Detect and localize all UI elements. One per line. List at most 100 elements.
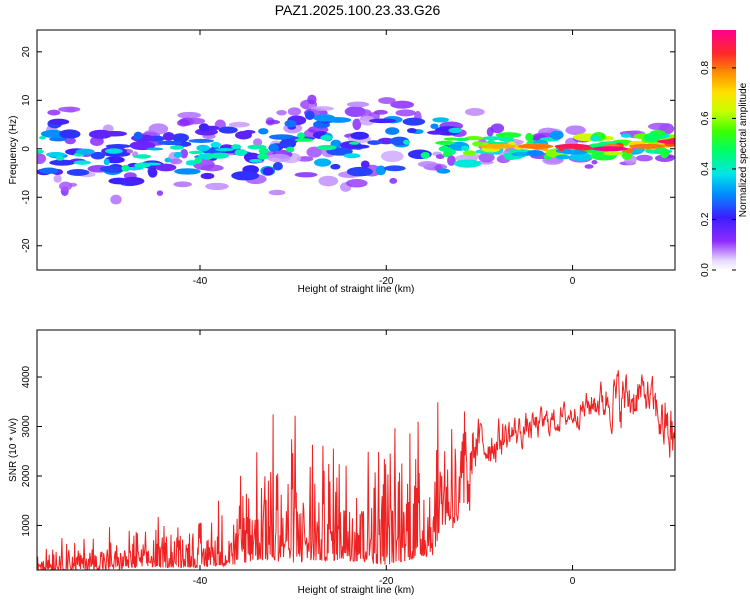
spectrogram-frame (36, 29, 676, 271)
spectrogram-cell (177, 119, 190, 127)
spectrogram-cell (198, 123, 210, 132)
spectrogram-cell (58, 106, 81, 113)
spectrogram-cell (378, 97, 396, 104)
colorbar-tick-label: 0.2 (700, 212, 711, 226)
x-tick-label: -20 (379, 576, 394, 587)
spectrogram-cell (253, 138, 263, 147)
spectrogram-cell (177, 111, 202, 119)
y-tick-label: 4000 (21, 365, 32, 388)
spectrogram-cell (294, 172, 318, 178)
spectrogram-cell (104, 156, 125, 164)
y-tick-label: -20 (21, 238, 32, 253)
spectrogram-cell (49, 159, 76, 166)
spectrogram-peak (258, 147, 269, 154)
spectrogram-cell (511, 151, 531, 157)
spectrogram-cell (162, 131, 175, 141)
spectrogram-cell (59, 181, 73, 191)
spectrogram-cell (272, 162, 283, 171)
spectrogram-cell (495, 132, 522, 138)
x-axis-label: Height of straight line (km) (298, 284, 415, 295)
spectrogram-cell (157, 140, 183, 146)
spectrogram-peak (104, 148, 123, 154)
x-tick-label: -40 (193, 576, 208, 587)
spectrogram-cell (265, 119, 281, 125)
spectrogram-cell (569, 153, 593, 161)
spectrogram-cell (49, 137, 67, 142)
spectrogram-peak (46, 152, 66, 158)
spectrogram-cell (565, 125, 586, 135)
spectrogram-cell (48, 118, 70, 125)
spectrogram-cell (620, 133, 632, 138)
spectrogram-cell (353, 144, 370, 149)
spectrogram-cell (205, 182, 229, 191)
spectrogram-peak (37, 149, 44, 154)
spectrogram-cell (390, 100, 415, 109)
spectrogram-cell (464, 108, 485, 116)
spectrogram-cell (427, 130, 446, 135)
spectrogram-cell (395, 109, 416, 117)
spectrogram-cell (549, 130, 564, 140)
snr-frame (36, 329, 676, 571)
spectrogram-peak (294, 138, 313, 142)
spectrogram-cell (369, 118, 397, 124)
spectrogram-peak (462, 150, 476, 156)
spectrogram-cell (169, 158, 183, 165)
y-tick-label: 1000 (21, 514, 32, 537)
spectrogram-cell (148, 123, 169, 135)
colorbar-tick-label: 0.8 (700, 61, 711, 75)
spectrogram-peak (286, 146, 295, 153)
spectrogram-cell (555, 154, 571, 160)
spectrogram-cell (360, 160, 370, 169)
spectrogram-peak (442, 151, 451, 158)
x-tick-label: 0 (570, 276, 576, 287)
y-tick-label: 0 (21, 146, 32, 152)
spectrogram-cell (279, 139, 297, 149)
colorbar-tick-label: 0.0 (700, 263, 711, 277)
spectrogram-peak (75, 148, 95, 155)
spectrogram-peak (134, 162, 151, 168)
spectrogram-cell (156, 190, 164, 196)
spectrogram-cell (525, 132, 534, 142)
spectrogram-peak (420, 151, 430, 159)
spectrogram-cell (66, 168, 90, 176)
x-tick-label: -40 (193, 276, 208, 287)
colorbar-tick-label: 0.6 (700, 111, 711, 125)
spectrogram-cell (287, 107, 302, 116)
spectrogram-cell (359, 115, 376, 126)
spectrogram-cell (173, 181, 192, 188)
y-tick-label: -10 (21, 190, 32, 205)
spectrogram-peak (234, 149, 247, 156)
spectrogram-peak (453, 137, 470, 142)
spectrogram-peak (210, 141, 222, 148)
spectrogram-cell (346, 101, 370, 108)
spectrogram-cell (228, 121, 250, 128)
colorbar-label: Normalized spectral amplitude (738, 82, 749, 217)
spectrogram-peak (348, 141, 360, 145)
spectrogram-cell (432, 117, 449, 123)
spectrogram-cell (448, 127, 463, 134)
spectrogram-cell (526, 149, 544, 157)
spectrogram-ridge-point (591, 146, 628, 152)
y-tick-label: 20 (21, 46, 32, 58)
spectrogram-cell (447, 155, 456, 166)
spectrogram-cell (453, 159, 482, 168)
spectrogram-cell (591, 160, 598, 165)
spectrogram-peak (464, 135, 484, 141)
spectrogram-cell (268, 189, 286, 196)
spectrogram-cell (375, 165, 387, 176)
spectrogram-cell (268, 134, 295, 140)
spectrogram-cell (389, 177, 398, 184)
spectrogram-cell (383, 165, 406, 172)
spectrogram-cell (621, 150, 633, 160)
spectrogram-peak (297, 132, 305, 139)
spectrogram-cell (306, 146, 323, 158)
spectrogram-panel: -40 -20 0 -20 -10 0 10 20 Height of straight lin… (8, 29, 676, 295)
spectrogram-peak (343, 153, 361, 159)
spectrogram-cell (105, 144, 131, 149)
spectrogram-cell (562, 150, 588, 155)
spectrogram-cell (174, 168, 201, 175)
spectrogram-peak (55, 156, 65, 161)
spectrogram-cell (99, 165, 122, 173)
spectrogram-cell (218, 126, 238, 134)
spectrogram-cell (276, 109, 287, 116)
